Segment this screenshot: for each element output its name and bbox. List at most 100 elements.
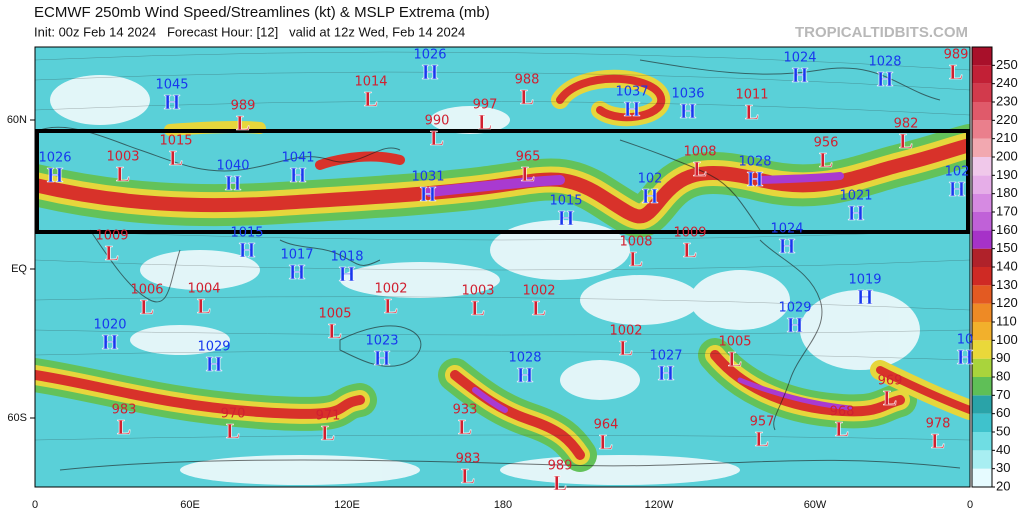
pressure-value: 1020 bbox=[93, 318, 126, 333]
colorbar-swatch bbox=[972, 248, 992, 267]
pressure-value: 1028 bbox=[738, 155, 771, 170]
pressure-center: H bbox=[289, 260, 305, 284]
pressure-center: L bbox=[384, 294, 398, 318]
pressure-center: L bbox=[835, 417, 849, 441]
pressure-center: L bbox=[236, 111, 250, 135]
pressure-value: 1036 bbox=[671, 87, 704, 102]
pressure-center: L bbox=[321, 421, 335, 445]
lon-label: 120E bbox=[334, 499, 360, 511]
pressure-value: 970 bbox=[221, 407, 246, 422]
pressure-value: 989 bbox=[944, 48, 969, 63]
pressure-center: L bbox=[430, 126, 444, 150]
pressure-value: 1015 bbox=[159, 134, 192, 149]
pressure-value: 1005 bbox=[318, 307, 351, 322]
subtitle: Init: 00z Feb 14 2024 Forecast Hour: [12… bbox=[34, 24, 465, 39]
pressure-value: 1029 bbox=[778, 301, 811, 316]
pressure-value: 1031 bbox=[411, 170, 444, 185]
pressure-center: L bbox=[755, 427, 769, 451]
pressure-value: 1008 bbox=[683, 145, 716, 160]
pressure-value: 102 bbox=[638, 172, 663, 187]
pressure-center: H bbox=[658, 361, 674, 385]
pressure-center: H bbox=[422, 60, 438, 84]
map bbox=[35, 47, 970, 487]
colorbar-swatch bbox=[972, 212, 992, 231]
colorbar-swatch bbox=[972, 322, 992, 341]
colorbar-swatch bbox=[972, 267, 992, 286]
pressure-value: 1026 bbox=[413, 48, 446, 63]
pressure-center: L bbox=[619, 336, 633, 360]
pressure-center: L bbox=[599, 430, 613, 454]
colorbar-swatch bbox=[972, 432, 992, 451]
pressure-value: 1028 bbox=[868, 55, 901, 70]
colorbar-swatch bbox=[972, 193, 992, 212]
pressure-center: L bbox=[553, 471, 567, 495]
colorbar-swatch bbox=[972, 47, 992, 66]
pressure-value: 933 bbox=[453, 403, 478, 418]
pressure-value: 990 bbox=[425, 114, 450, 129]
colorbar-swatch bbox=[972, 377, 992, 396]
colorbar-swatch bbox=[972, 450, 992, 469]
pressure-value: 1024 bbox=[783, 51, 816, 66]
pressure-center: L bbox=[461, 464, 475, 488]
lon-label: 0 bbox=[32, 499, 38, 511]
colorbar-label: 180 bbox=[996, 185, 1018, 200]
pressure-value: 1002 bbox=[374, 282, 407, 297]
pressure-value: 1017 bbox=[280, 248, 313, 263]
pressure-value: 1027 bbox=[649, 349, 682, 364]
highlight-box bbox=[35, 129, 970, 234]
sh-jets bbox=[35, 338, 970, 472]
pressure-center: L bbox=[728, 347, 742, 371]
pressure-value: 989 bbox=[548, 459, 573, 474]
colorbar-label: 200 bbox=[996, 148, 1018, 163]
colorbar-swatch bbox=[972, 83, 992, 102]
pressure-center: L bbox=[197, 294, 211, 318]
pressure-center: L bbox=[745, 100, 759, 124]
pressure-value: 989 bbox=[231, 99, 256, 114]
pressure-value: 1045 bbox=[155, 78, 188, 93]
lat-label: 60N bbox=[7, 114, 27, 126]
colorbar-label: 100 bbox=[996, 332, 1018, 347]
colorbar-label: 140 bbox=[996, 258, 1018, 273]
colorbar-label: 170 bbox=[996, 203, 1018, 218]
pressure-center: L bbox=[116, 162, 130, 186]
streamlines bbox=[35, 51, 970, 441]
pressure-value: 1023 bbox=[365, 334, 398, 349]
pressure-value: 1026 bbox=[38, 151, 71, 166]
colorbar-label: 20 bbox=[996, 478, 1010, 493]
pressure-center: L bbox=[693, 157, 707, 181]
pressure-value: 1004 bbox=[187, 282, 220, 297]
pressure-center: L bbox=[683, 238, 697, 262]
pressure-value: 1005 bbox=[718, 335, 751, 350]
pressure-value: 1021 bbox=[839, 189, 872, 204]
pressure-value: 982 bbox=[894, 117, 919, 132]
pressure-center: H bbox=[558, 206, 574, 230]
pressure-center: H bbox=[420, 182, 436, 206]
pressure-center: H bbox=[877, 67, 893, 91]
colorbar-label: 60 bbox=[996, 405, 1010, 420]
colorbar-swatch bbox=[972, 230, 992, 249]
pressure-value: 1024 bbox=[770, 222, 803, 237]
pressure-center: L bbox=[949, 60, 963, 84]
colorbar-swatch bbox=[972, 285, 992, 304]
colorbar-swatch bbox=[972, 340, 992, 359]
pressure-value: 983 bbox=[456, 452, 481, 467]
pressure-value: 956 bbox=[814, 136, 839, 151]
colorbar-label: 50 bbox=[996, 423, 1010, 438]
colorbar-label: 40 bbox=[996, 442, 1010, 457]
pressure-center: L bbox=[931, 429, 945, 453]
pressure-value: 1006 bbox=[130, 283, 163, 298]
pressure-center: H bbox=[374, 346, 390, 370]
pressure-center: L bbox=[532, 296, 546, 320]
colorbar-label: 110 bbox=[996, 313, 1017, 328]
pressure-value: 1041 bbox=[281, 151, 314, 166]
pressure-value: 102 bbox=[945, 165, 970, 180]
pressure-value: 988 bbox=[515, 73, 540, 88]
pressure-center: H bbox=[747, 167, 763, 191]
lat-label: EQ bbox=[11, 263, 27, 275]
pressure-center: H bbox=[339, 262, 355, 286]
pressure-center: H bbox=[857, 285, 873, 309]
pressure-center: L bbox=[899, 129, 913, 153]
pressure-center: H bbox=[680, 99, 696, 123]
pressure-center: H bbox=[164, 90, 180, 114]
